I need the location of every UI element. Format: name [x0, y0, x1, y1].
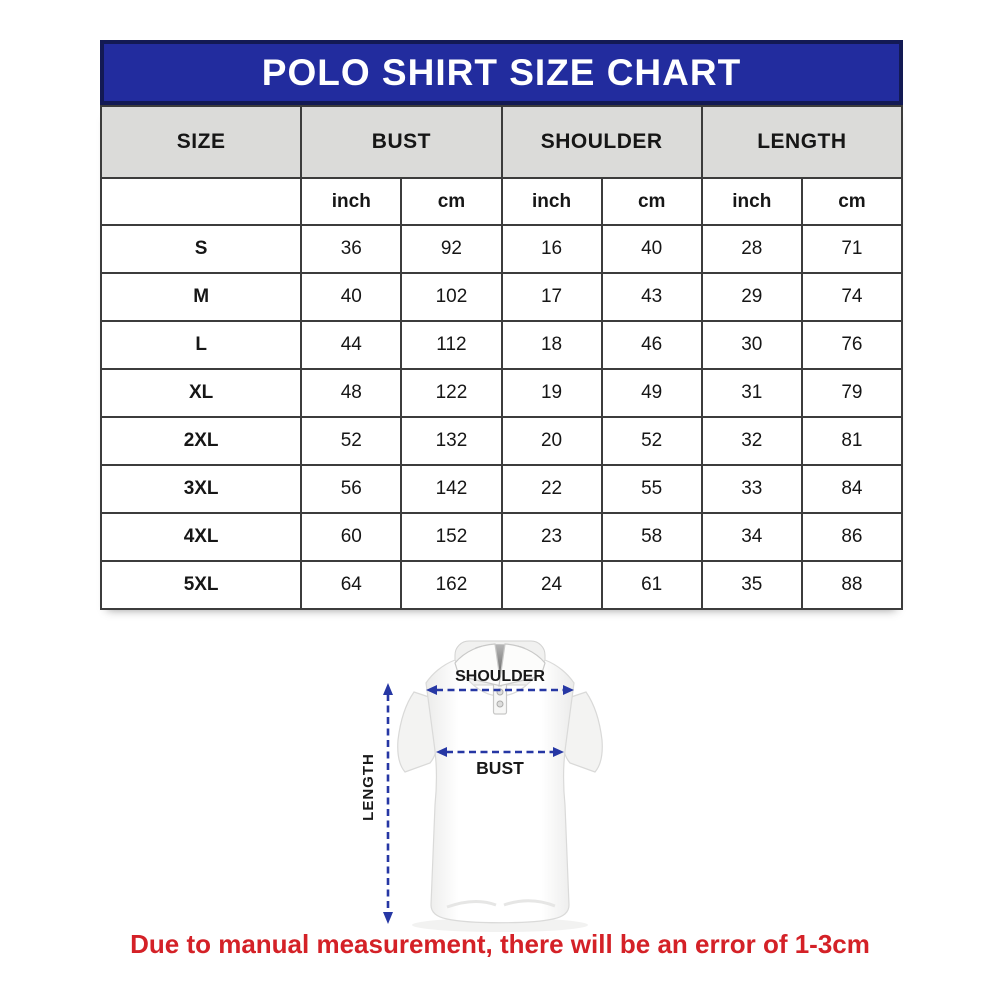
polo-shirt-measurement-diagram: SHOULDER BUST LENGTH [360, 640, 603, 932]
group-header-row: SIZE BUST SHOULDER LENGTH [99, 105, 904, 179]
measurement-cell: 102 [400, 272, 503, 322]
shoulder-arrowhead-left [426, 685, 437, 695]
size-label: 3XL [99, 464, 303, 514]
measurement-cell: 56 [300, 464, 403, 514]
measurement-cell: 55 [600, 464, 703, 514]
measurement-cell: 29 [700, 272, 803, 322]
col-header-size: SIZE [99, 105, 303, 179]
size-chart-table: SIZE BUST SHOULDER LENGTH inch cm inch c… [99, 105, 904, 610]
measurement-cell: 132 [400, 416, 503, 466]
bust-arrowhead-right [553, 747, 564, 757]
measurement-cell: 71 [800, 224, 904, 274]
measurement-cell: 48 [300, 368, 403, 418]
measurement-cell: 17 [500, 272, 603, 322]
shoulder-label: SHOULDER [455, 668, 545, 685]
measurement-cell: 84 [800, 464, 904, 514]
length-arrowhead-bottom [383, 912, 393, 924]
measurement-cell: 152 [400, 512, 503, 562]
measurement-cell: 142 [400, 464, 503, 514]
table-row: S 36 92 16 40 28 71 [99, 224, 904, 274]
unit-header-length-cm: cm [800, 177, 904, 226]
size-label: 2XL [99, 416, 303, 466]
hem-wrinkle [446, 900, 497, 909]
col-header-bust: BUST [300, 105, 503, 179]
measurement-cell: 88 [800, 560, 904, 610]
measurement-cell: 46 [600, 320, 703, 370]
collar-flap-right [498, 643, 546, 687]
table-row: M 40 102 17 43 29 74 [99, 272, 904, 322]
measurement-cell: 74 [800, 272, 904, 322]
col-header-length: LENGTH [700, 105, 904, 179]
measurement-cell: 61 [600, 560, 703, 610]
measurement-cell: 162 [400, 560, 503, 610]
chart-title: POLO SHIRT SIZE CHART [261, 51, 742, 93]
length-label: LENGTH [360, 753, 377, 821]
table-row: 4XL 60 152 23 58 34 86 [99, 512, 904, 562]
measurement-cell: 112 [400, 320, 503, 370]
measurement-cell: 32 [700, 416, 803, 466]
measurement-cell: 44 [300, 320, 403, 370]
measurement-cell: 76 [800, 320, 904, 370]
measurement-cell: 20 [500, 416, 603, 466]
measurement-cell: 92 [400, 224, 503, 274]
size-label: M [99, 272, 303, 322]
measurement-cell: 22 [500, 464, 603, 514]
size-label: XL [99, 368, 303, 418]
measurement-cell: 34 [700, 512, 803, 562]
measurement-cell: 36 [300, 224, 403, 274]
measurement-cell: 28 [700, 224, 803, 274]
bust-label: BUST [476, 758, 524, 778]
measurement-cell: 122 [400, 368, 503, 418]
button-placket [492, 681, 508, 715]
measurement-cell: 52 [600, 416, 703, 466]
measurement-cell: 60 [300, 512, 403, 562]
size-label: L [99, 320, 303, 370]
measurement-cell: 30 [700, 320, 803, 370]
measurement-cell: 52 [300, 416, 403, 466]
measurement-cell: 19 [500, 368, 603, 418]
size-label: 5XL [99, 560, 303, 610]
measurement-cell: 81 [800, 416, 904, 466]
unit-blank-cell [99, 177, 303, 226]
table-row: 3XL 56 142 22 55 33 84 [99, 464, 904, 514]
button [496, 700, 504, 708]
measurement-cell: 16 [500, 224, 603, 274]
measurement-cell: 58 [600, 512, 703, 562]
chart-title-banner: POLO SHIRT SIZE CHART [100, 40, 903, 105]
measurement-cell: 40 [600, 224, 703, 274]
measurement-note: Due to manual measurement, there will be… [130, 929, 870, 959]
measurement-cell: 35 [700, 560, 803, 610]
unit-header-row: inch cm inch cm inch cm [99, 177, 904, 226]
measurement-cell: 49 [600, 368, 703, 418]
shirt-body [425, 659, 575, 924]
shoulder-arrowhead-right [563, 685, 574, 695]
bust-arrowhead-left [436, 747, 447, 757]
unit-header-shoulder-cm: cm [600, 177, 703, 226]
unit-header-length-inch: inch [700, 177, 803, 226]
length-arrowhead-top [383, 683, 393, 695]
table-row: 5XL 64 162 24 61 35 88 [99, 560, 904, 610]
unit-header-shoulder-inch: inch [500, 177, 603, 226]
col-header-shoulder: SHOULDER [500, 105, 703, 179]
size-label: S [99, 224, 303, 274]
measurement-cell: 23 [500, 512, 603, 562]
measurement-cell: 24 [500, 560, 603, 610]
hem-wrinkle [503, 899, 556, 908]
unit-header-bust-inch: inch [300, 177, 403, 226]
measurement-cell: 18 [500, 320, 603, 370]
measurement-cell: 40 [300, 272, 403, 322]
measurement-cell: 86 [800, 512, 904, 562]
measurement-cell: 43 [600, 272, 703, 322]
measurement-cell: 64 [300, 560, 403, 610]
size-table-body: S 36 92 16 40 28 71 M 40 102 17 43 29 74 L 44 112 18 46 30 7… [99, 224, 904, 610]
measurement-cell: 79 [800, 368, 904, 418]
table-row: L 44 112 18 46 30 76 [99, 320, 904, 370]
size-label: 4XL [99, 512, 303, 562]
table-row: 2XL 52 132 20 52 32 81 [99, 416, 904, 466]
table-row: XL 48 122 19 49 31 79 [99, 368, 904, 418]
measurement-cell: 33 [700, 464, 803, 514]
unit-header-bust-cm: cm [400, 177, 503, 226]
shirt-shadow [412, 918, 588, 932]
measurement-cell: 31 [700, 368, 803, 418]
